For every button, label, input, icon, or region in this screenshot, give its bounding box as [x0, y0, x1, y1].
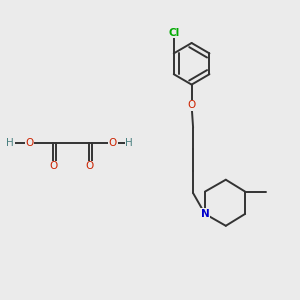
Text: O: O [85, 161, 93, 171]
Text: H: H [125, 138, 133, 148]
Text: O: O [26, 138, 34, 148]
Text: Cl: Cl [168, 28, 179, 38]
Text: H: H [6, 138, 14, 148]
Text: O: O [49, 161, 58, 171]
Text: O: O [109, 138, 117, 148]
Text: N: N [201, 209, 209, 219]
Text: O: O [188, 100, 196, 110]
